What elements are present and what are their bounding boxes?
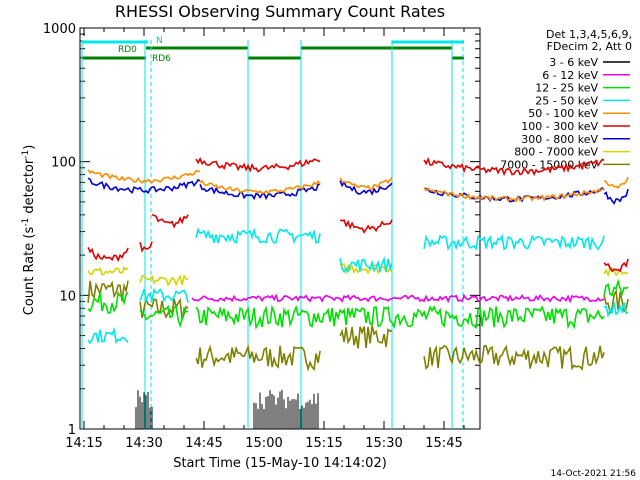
legend-entry: 300 - 800 keV	[521, 133, 598, 146]
trace-blue	[87, 177, 201, 195]
chart-title: RHESSI Observing Summary Count Rates	[115, 2, 445, 21]
legend-entry: 50 - 100 keV	[528, 107, 598, 120]
x-tick-label: 15:45	[425, 436, 462, 451]
trace-orange	[339, 177, 393, 191]
trace-cyan	[195, 227, 321, 245]
trace-yellow	[603, 266, 629, 278]
y-tick-label: 10	[59, 289, 76, 304]
y-tick-label: 1000	[43, 22, 76, 37]
legend-entry: 12 - 25 keV	[535, 82, 598, 95]
trace-green	[87, 291, 129, 314]
trace-red	[423, 157, 605, 177]
x-tick-label: 14:30	[125, 436, 162, 451]
trace-red	[151, 213, 189, 229]
x-axis-label: Start Time (15-May-10 14:14:02)	[173, 456, 387, 471]
legend-header-line-2: FDecim 2, Att 0	[547, 40, 632, 53]
trace-cyan	[603, 302, 629, 319]
x-tick-label: 14:45	[185, 436, 222, 451]
trace-blue	[339, 180, 393, 196]
y-tick-label: 1	[68, 423, 76, 438]
trace-orange	[603, 176, 629, 189]
legend-entry: 25 - 50 keV	[535, 94, 598, 107]
trace-red	[603, 258, 629, 273]
legend-entry: 800 - 7000 keV	[514, 146, 598, 159]
trace-red	[139, 241, 153, 253]
timestamp: 14-Oct-2021 21:56	[551, 469, 637, 479]
trace-olive	[195, 343, 321, 372]
trace-olive	[603, 288, 629, 316]
trace-red	[339, 219, 393, 234]
trace-cyan	[423, 233, 605, 252]
trace-green	[195, 304, 605, 330]
trace-cyan	[87, 326, 129, 345]
x-tick-label: 15:15	[305, 436, 342, 451]
flag-label-rd0: RD0	[118, 45, 137, 55]
flag-bars	[82, 40, 464, 60]
trace-green	[139, 304, 189, 329]
axis-ticks: 14:15 14:30 14:45 15:00 15:15 15:30 15:45 1 10 10…	[43, 22, 480, 451]
x-tick-label: 14:15	[65, 436, 102, 451]
trace-olive	[339, 325, 393, 349]
x-tick-label: 15:30	[365, 436, 402, 451]
trace-orange	[423, 187, 605, 203]
trace-green	[603, 278, 629, 297]
y-axis-label: Count Rate (s-1 detector-1)	[21, 145, 37, 316]
trace-cyan	[139, 287, 189, 304]
flag-label-rd6: RD6	[152, 54, 171, 64]
trace-red	[87, 246, 129, 263]
trace-yellow	[139, 274, 189, 287]
x-tick-label: 15:00	[245, 436, 282, 451]
trace-yellow	[87, 266, 129, 276]
trace-blue	[603, 188, 629, 205]
y-tick-label: 100	[51, 156, 76, 171]
legend-header-line-1: Det 1,3,4,5,6,9,	[546, 28, 632, 41]
legend-entry: 6 - 12 keV	[542, 69, 598, 82]
data-traces	[87, 156, 629, 429]
segment-dividers	[81, 40, 464, 429]
legend-entry: 3 - 6 keV	[549, 56, 598, 69]
legend-entry: 100 - 300 keV	[521, 120, 598, 133]
trace-orange	[199, 179, 321, 195]
trace-blue	[199, 183, 321, 201]
trace-red	[195, 156, 321, 173]
flag-label-n: N	[156, 36, 163, 46]
trace-orange	[87, 169, 201, 185]
trace-magenta	[191, 293, 605, 304]
trace-cyan	[339, 256, 393, 274]
trace-olive	[423, 344, 605, 371]
trace-olive	[139, 296, 189, 320]
